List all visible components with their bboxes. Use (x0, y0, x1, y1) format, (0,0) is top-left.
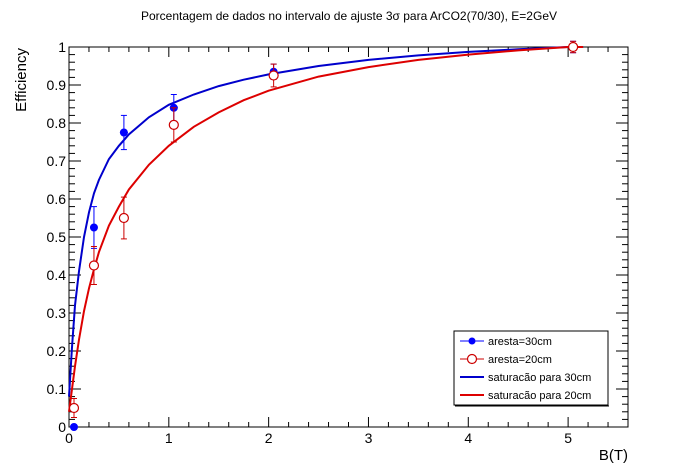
marker-filled-circle (89, 223, 98, 232)
y-tick-label: 0.4 (47, 267, 67, 283)
legend-entry: aresta=20cm (460, 353, 552, 366)
legend-label: aresta=20cm (488, 354, 552, 366)
marker-filled-circle (69, 423, 78, 431)
data-point (88, 246, 100, 285)
y-tick-label: 0.1 (47, 381, 67, 397)
y-tick-label: 1 (58, 39, 66, 55)
legend-entry: saturacão para 20cm (460, 390, 591, 402)
y-tick-label: 0.2 (47, 343, 67, 359)
x-tick-label: 2 (265, 430, 273, 446)
legend-label: saturacão para 30cm (488, 372, 591, 384)
legend-box (453, 330, 609, 406)
y-tick-label: 0.8 (47, 115, 67, 131)
legend-marker-filled (468, 337, 476, 345)
data-point (567, 40, 579, 54)
y-tick-label: 0.7 (47, 153, 67, 169)
legend-label: aresta=30cm (488, 336, 552, 348)
y-tick-label: 0.5 (47, 229, 67, 245)
legend-marker-open (466, 353, 478, 365)
legend-entry: aresta=30cm (460, 336, 552, 348)
marker-open-circle (68, 402, 80, 414)
x-tick-label: 0 (65, 430, 73, 446)
series-line-2 (68, 46, 584, 397)
chart-title: Porcentagem de dados no intervalo de aju… (141, 9, 557, 23)
x-tick-label: 1 (165, 430, 173, 446)
marker-open-circle (268, 70, 279, 81)
data-point (119, 114, 128, 151)
marker-open-circle (88, 260, 100, 271)
x-axis: 0 1 2 3 4 5 (65, 47, 629, 446)
y-tick-label: 0 (58, 419, 66, 435)
x-axis-label: B(T) (599, 447, 628, 464)
legend-entry: saturacão para 30cm (460, 372, 591, 384)
data-point (69, 423, 78, 431)
legend: aresta=30cm aresta=20cm saturacão para 30c… (453, 330, 609, 407)
y-axis-label: Efficiency (13, 48, 30, 112)
data-point (68, 398, 80, 418)
data-point (268, 63, 279, 88)
marker-open-circle (118, 212, 130, 224)
data-point (118, 196, 130, 240)
x-tick-label: 4 (464, 430, 472, 446)
x-tick-label: 3 (365, 430, 373, 446)
y-axis: 0 0.1 0.2 0.3 0.4 0.5 0.6 0.7 0.8 0.9 1 (47, 39, 628, 435)
series-layer (68, 40, 584, 431)
x-tick-label: 5 (564, 430, 572, 446)
y-tick-label: 0.9 (47, 77, 67, 93)
series-line-3 (68, 46, 584, 412)
marker-open-circle (168, 119, 179, 131)
y-tick-label: 0.6 (47, 191, 67, 207)
y-tick-label: 0.3 (47, 305, 67, 321)
data-point (168, 107, 179, 143)
legend-label: saturacão para 20cm (488, 390, 591, 402)
marker-open-circle (567, 41, 579, 53)
marker-filled-circle (119, 128, 128, 137)
data-point (89, 206, 98, 249)
